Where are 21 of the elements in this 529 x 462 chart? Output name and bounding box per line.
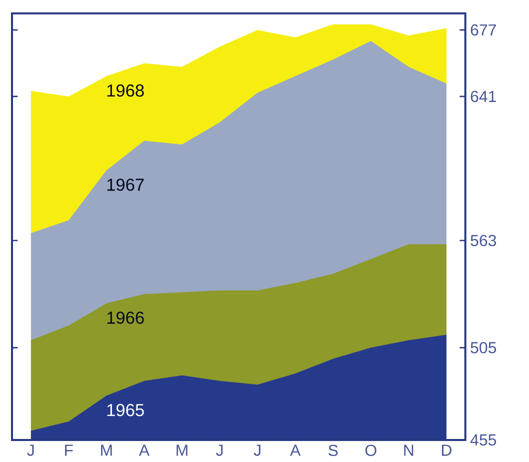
series-label: 1966 [107,312,144,324]
y-tick-label: 563 [470,234,496,246]
x-tick-label: M [176,444,188,456]
x-tick-label: S [328,444,338,456]
x-tick-label: A [138,444,150,456]
y-tick-label: 641 [470,90,496,102]
x-tick-label: D [442,444,452,456]
series-label: 1965 [107,404,144,416]
y-tick-label: 455 [470,434,496,446]
y-tick-label: 505 [470,342,496,354]
x-tick-label: F [65,444,73,456]
series-label: 1967 [107,178,144,191]
x-tick-label: J [27,444,34,456]
x-tick-label: N [404,444,414,456]
x-tick-label: O [365,444,376,456]
x-tick-label: J [216,444,223,456]
x-tick-label: J [254,444,260,456]
y-tick-label: 677 [470,24,496,36]
series-label: 1968 [107,84,144,97]
x-tick-label: M [101,444,112,456]
x-tick-label: A [290,444,301,456]
